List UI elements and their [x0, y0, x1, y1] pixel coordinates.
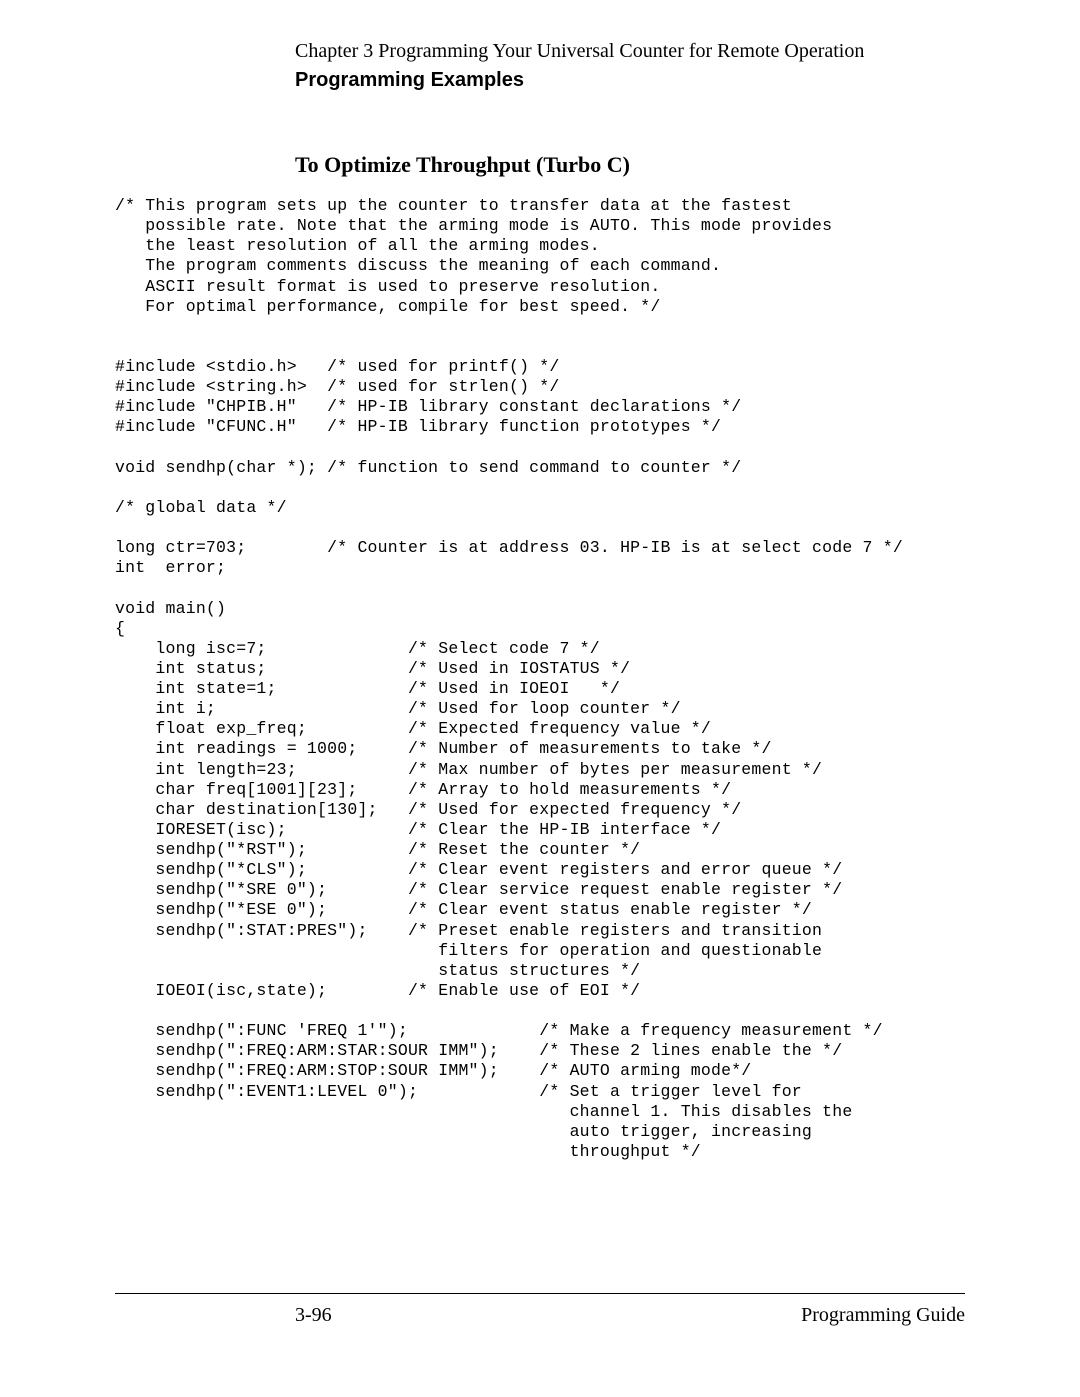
guide-label: Programming Guide — [801, 1304, 965, 1327]
page-footer: 3-96 Programming Guide — [115, 1293, 965, 1327]
example-title: To Optimize Throughput (Turbo C) — [295, 152, 965, 178]
page-number: 3-96 — [295, 1304, 332, 1327]
code-listing: /* This program sets up the counter to t… — [115, 196, 965, 1162]
chapter-header: Chapter 3 Programming Your Universal Cou… — [295, 40, 965, 63]
section-header: Programming Examples — [295, 69, 965, 92]
